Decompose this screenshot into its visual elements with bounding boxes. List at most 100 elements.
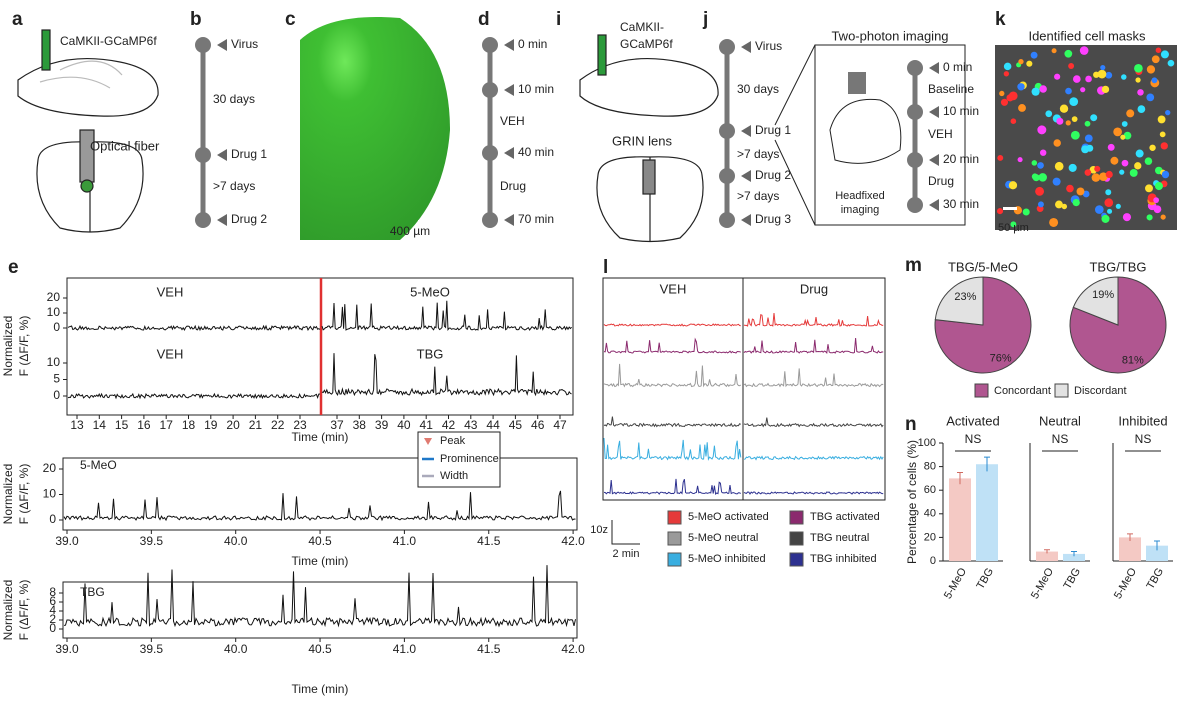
scale-bar (418, 220, 436, 223)
cell-mask (1038, 173, 1047, 182)
panel-letter: m (905, 255, 922, 276)
y-tick-label: 2 (49, 612, 56, 626)
arrow (929, 106, 939, 118)
cell-mask (1085, 75, 1092, 83)
error-bar (1127, 533, 1133, 541)
cell-mask (1076, 187, 1085, 196)
y-tick-label: 0 (930, 555, 936, 567)
trace (603, 323, 741, 327)
error-bar (1154, 540, 1160, 551)
cell-mask (1135, 149, 1144, 158)
y-tick-label: 10 (47, 305, 61, 319)
panel-letter: i (556, 9, 561, 30)
y-tick-label: 8 (49, 585, 56, 599)
cell-mask (1095, 205, 1104, 214)
legend-label: 5-MeO neutral (688, 532, 758, 544)
cell-mask (996, 208, 1004, 215)
cell-mask (1107, 208, 1113, 214)
cell-mask (1008, 91, 1018, 101)
label: imaging (841, 204, 880, 216)
label: Drug (928, 174, 954, 188)
cell-mask (1003, 71, 1010, 77)
scale-bar (611, 520, 640, 545)
trace (321, 353, 572, 397)
legend-swatch (789, 510, 804, 525)
cell-mask (1099, 172, 1108, 182)
y-tick-label: 10 (43, 487, 57, 501)
cell-mask (1097, 69, 1107, 79)
timeline-node (482, 37, 498, 53)
timeline-node (482, 82, 498, 98)
cell-mask (1161, 170, 1170, 179)
data-label: 76% (990, 353, 1012, 365)
cell-mask (1154, 182, 1163, 191)
x-tick-label: 40.5 (308, 534, 332, 548)
label: 50 µm (998, 222, 1029, 234)
trace (743, 417, 884, 428)
cell-mask (1018, 104, 1026, 112)
legend-swatch (667, 531, 682, 546)
scale-bar (1003, 207, 1017, 210)
x-axis-label: Time (min) (292, 682, 349, 696)
panel-title: 5-MeO (80, 458, 117, 472)
y-tick-label: 0 (53, 388, 60, 402)
legend-label: TBG inhibited (810, 553, 877, 565)
label: 0 min (943, 60, 972, 74)
label: Drug 2 (231, 212, 267, 226)
arrow (929, 154, 939, 166)
x-tick-label: 17 (160, 418, 174, 432)
pie-slice (934, 276, 984, 326)
x-axis-label: Time (min) (292, 554, 349, 568)
label: Baseline (928, 82, 974, 96)
x-tick-label: 41 (420, 418, 434, 432)
cell-mask (1017, 83, 1025, 91)
bar (1036, 551, 1058, 561)
cell-mask (1129, 168, 1138, 177)
label: >7 days (737, 147, 779, 161)
data-label: 81% (1122, 355, 1144, 367)
legend-swatch (667, 552, 682, 567)
cell-mask (997, 154, 1004, 161)
y-tick-label: 80 (924, 461, 936, 473)
x-tick-label: 37 (330, 418, 344, 432)
bar (1119, 537, 1141, 561)
cell-mask (1082, 190, 1090, 198)
annotation: NS (1052, 432, 1069, 446)
brain-sketch (17, 29, 719, 243)
x-tick-label: 41.0 (393, 642, 417, 656)
label: 5-MeO (410, 284, 450, 299)
label: Drug 3 (755, 212, 791, 226)
cell-mask (1064, 49, 1073, 58)
y-tick-label: 10 (47, 355, 61, 369)
cell-mask (1000, 98, 1009, 106)
x-tick-label: 41.5 (477, 642, 501, 656)
timeline-node (195, 37, 211, 53)
label: Two-photon imaging (831, 28, 948, 43)
cell-mask (1091, 173, 1101, 182)
x-tick-label: 5-MeO (942, 566, 969, 601)
objective (848, 72, 866, 94)
cell-mask (999, 90, 1005, 97)
arrow (741, 214, 751, 226)
pie-slice (1072, 276, 1119, 326)
cell-mask (1104, 198, 1114, 207)
cell-mask (1079, 46, 1089, 55)
panel-letter: k (995, 9, 1006, 30)
cell-mask (1134, 63, 1143, 73)
label: Headfixed (835, 190, 885, 202)
cell-mask (1093, 71, 1100, 78)
x-tick-label: 46 (531, 418, 545, 432)
bar (976, 464, 998, 561)
legend-label: Concordant (994, 385, 1051, 397)
label: VEH (660, 281, 687, 296)
y-tick-label: 20 (924, 531, 936, 543)
legend-label: Peak (440, 435, 466, 447)
label: VEH (157, 284, 184, 299)
cell-mask (1059, 104, 1069, 113)
cell-mask (1105, 170, 1113, 179)
trace (603, 363, 742, 388)
panel-letter: j (702, 9, 708, 30)
chart-title: Inhibited (1118, 413, 1167, 428)
cell-mask (1069, 97, 1079, 106)
label: Drug (800, 281, 828, 296)
